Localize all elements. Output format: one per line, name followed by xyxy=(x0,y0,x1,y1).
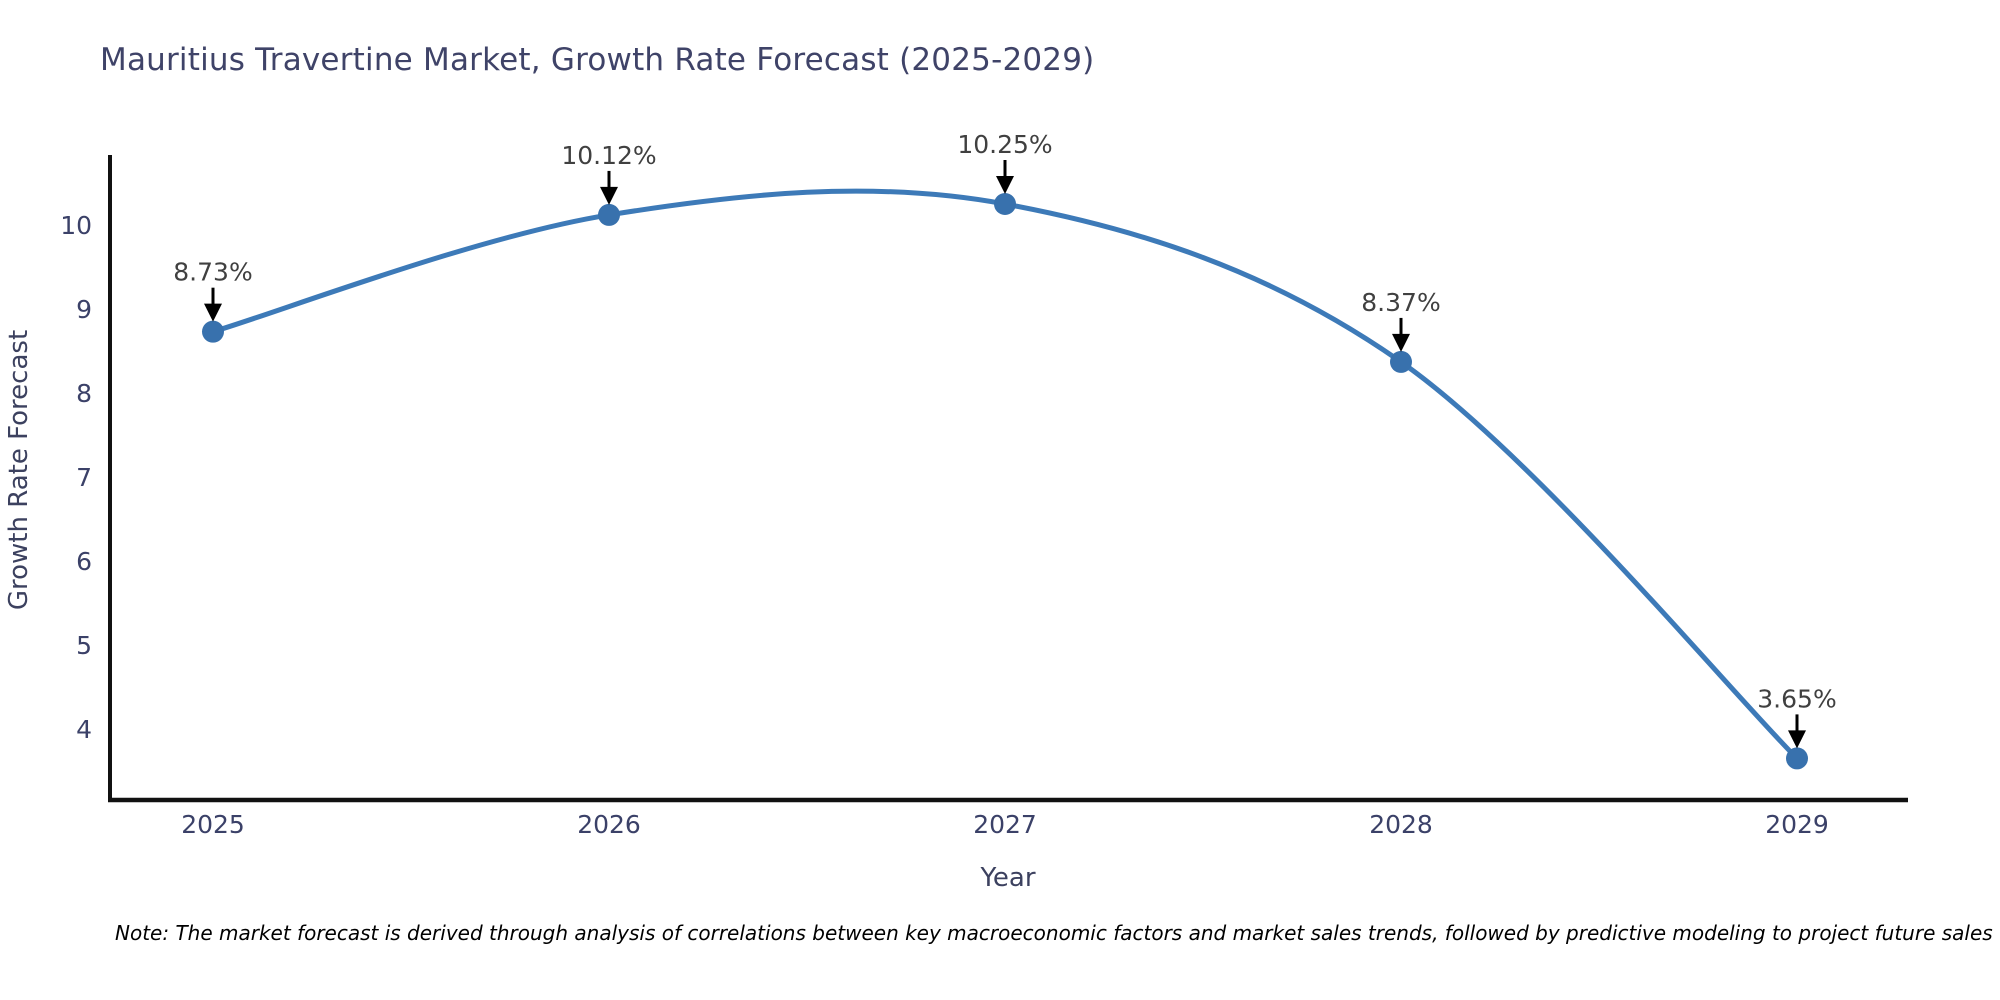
data-point xyxy=(1390,350,1412,373)
data-point xyxy=(202,320,224,343)
annotation-arrow-head xyxy=(600,186,618,205)
data-label: 8.37% xyxy=(1361,288,1440,317)
y-tick-label: 6 xyxy=(76,547,92,576)
data-label: 10.25% xyxy=(957,130,1052,159)
x-tick-label: 2028 xyxy=(1369,810,1433,839)
x-axis-title: Year xyxy=(979,863,1035,893)
data-label: 10.12% xyxy=(561,141,656,170)
x-tick-label: 2029 xyxy=(1765,810,1829,839)
annotation-arrow-head xyxy=(1788,730,1806,749)
y-tick-label: 4 xyxy=(76,715,92,744)
chart-footnote: Note: The market forecast is derived thr… xyxy=(115,921,1993,945)
annotation-arrow-head xyxy=(1392,333,1410,352)
data-point xyxy=(994,193,1016,215)
y-tick-label: 10 xyxy=(60,211,92,240)
trend-line xyxy=(210,188,1800,761)
y-tick-label: 8 xyxy=(76,379,92,408)
data-label: 8.73% xyxy=(173,258,252,287)
x-tick-label: 2026 xyxy=(577,810,641,839)
annotation-arrow-head xyxy=(204,303,222,322)
y-tick-label: 7 xyxy=(76,463,92,492)
data-point xyxy=(598,203,620,226)
data-label: 3.65% xyxy=(1757,684,1836,713)
annotation-arrow-head xyxy=(996,176,1014,194)
data-point xyxy=(1786,747,1808,770)
chart-title: Mauritius Travertine Market, Growth Rate… xyxy=(100,42,1095,78)
y-axis-title: Growth Rate Forecast xyxy=(4,330,34,610)
x-tick-label: 2025 xyxy=(181,810,245,839)
y-tick-label: 5 xyxy=(76,631,92,660)
x-tick-label: 2027 xyxy=(973,810,1037,839)
y-tick-label: 9 xyxy=(76,295,92,324)
